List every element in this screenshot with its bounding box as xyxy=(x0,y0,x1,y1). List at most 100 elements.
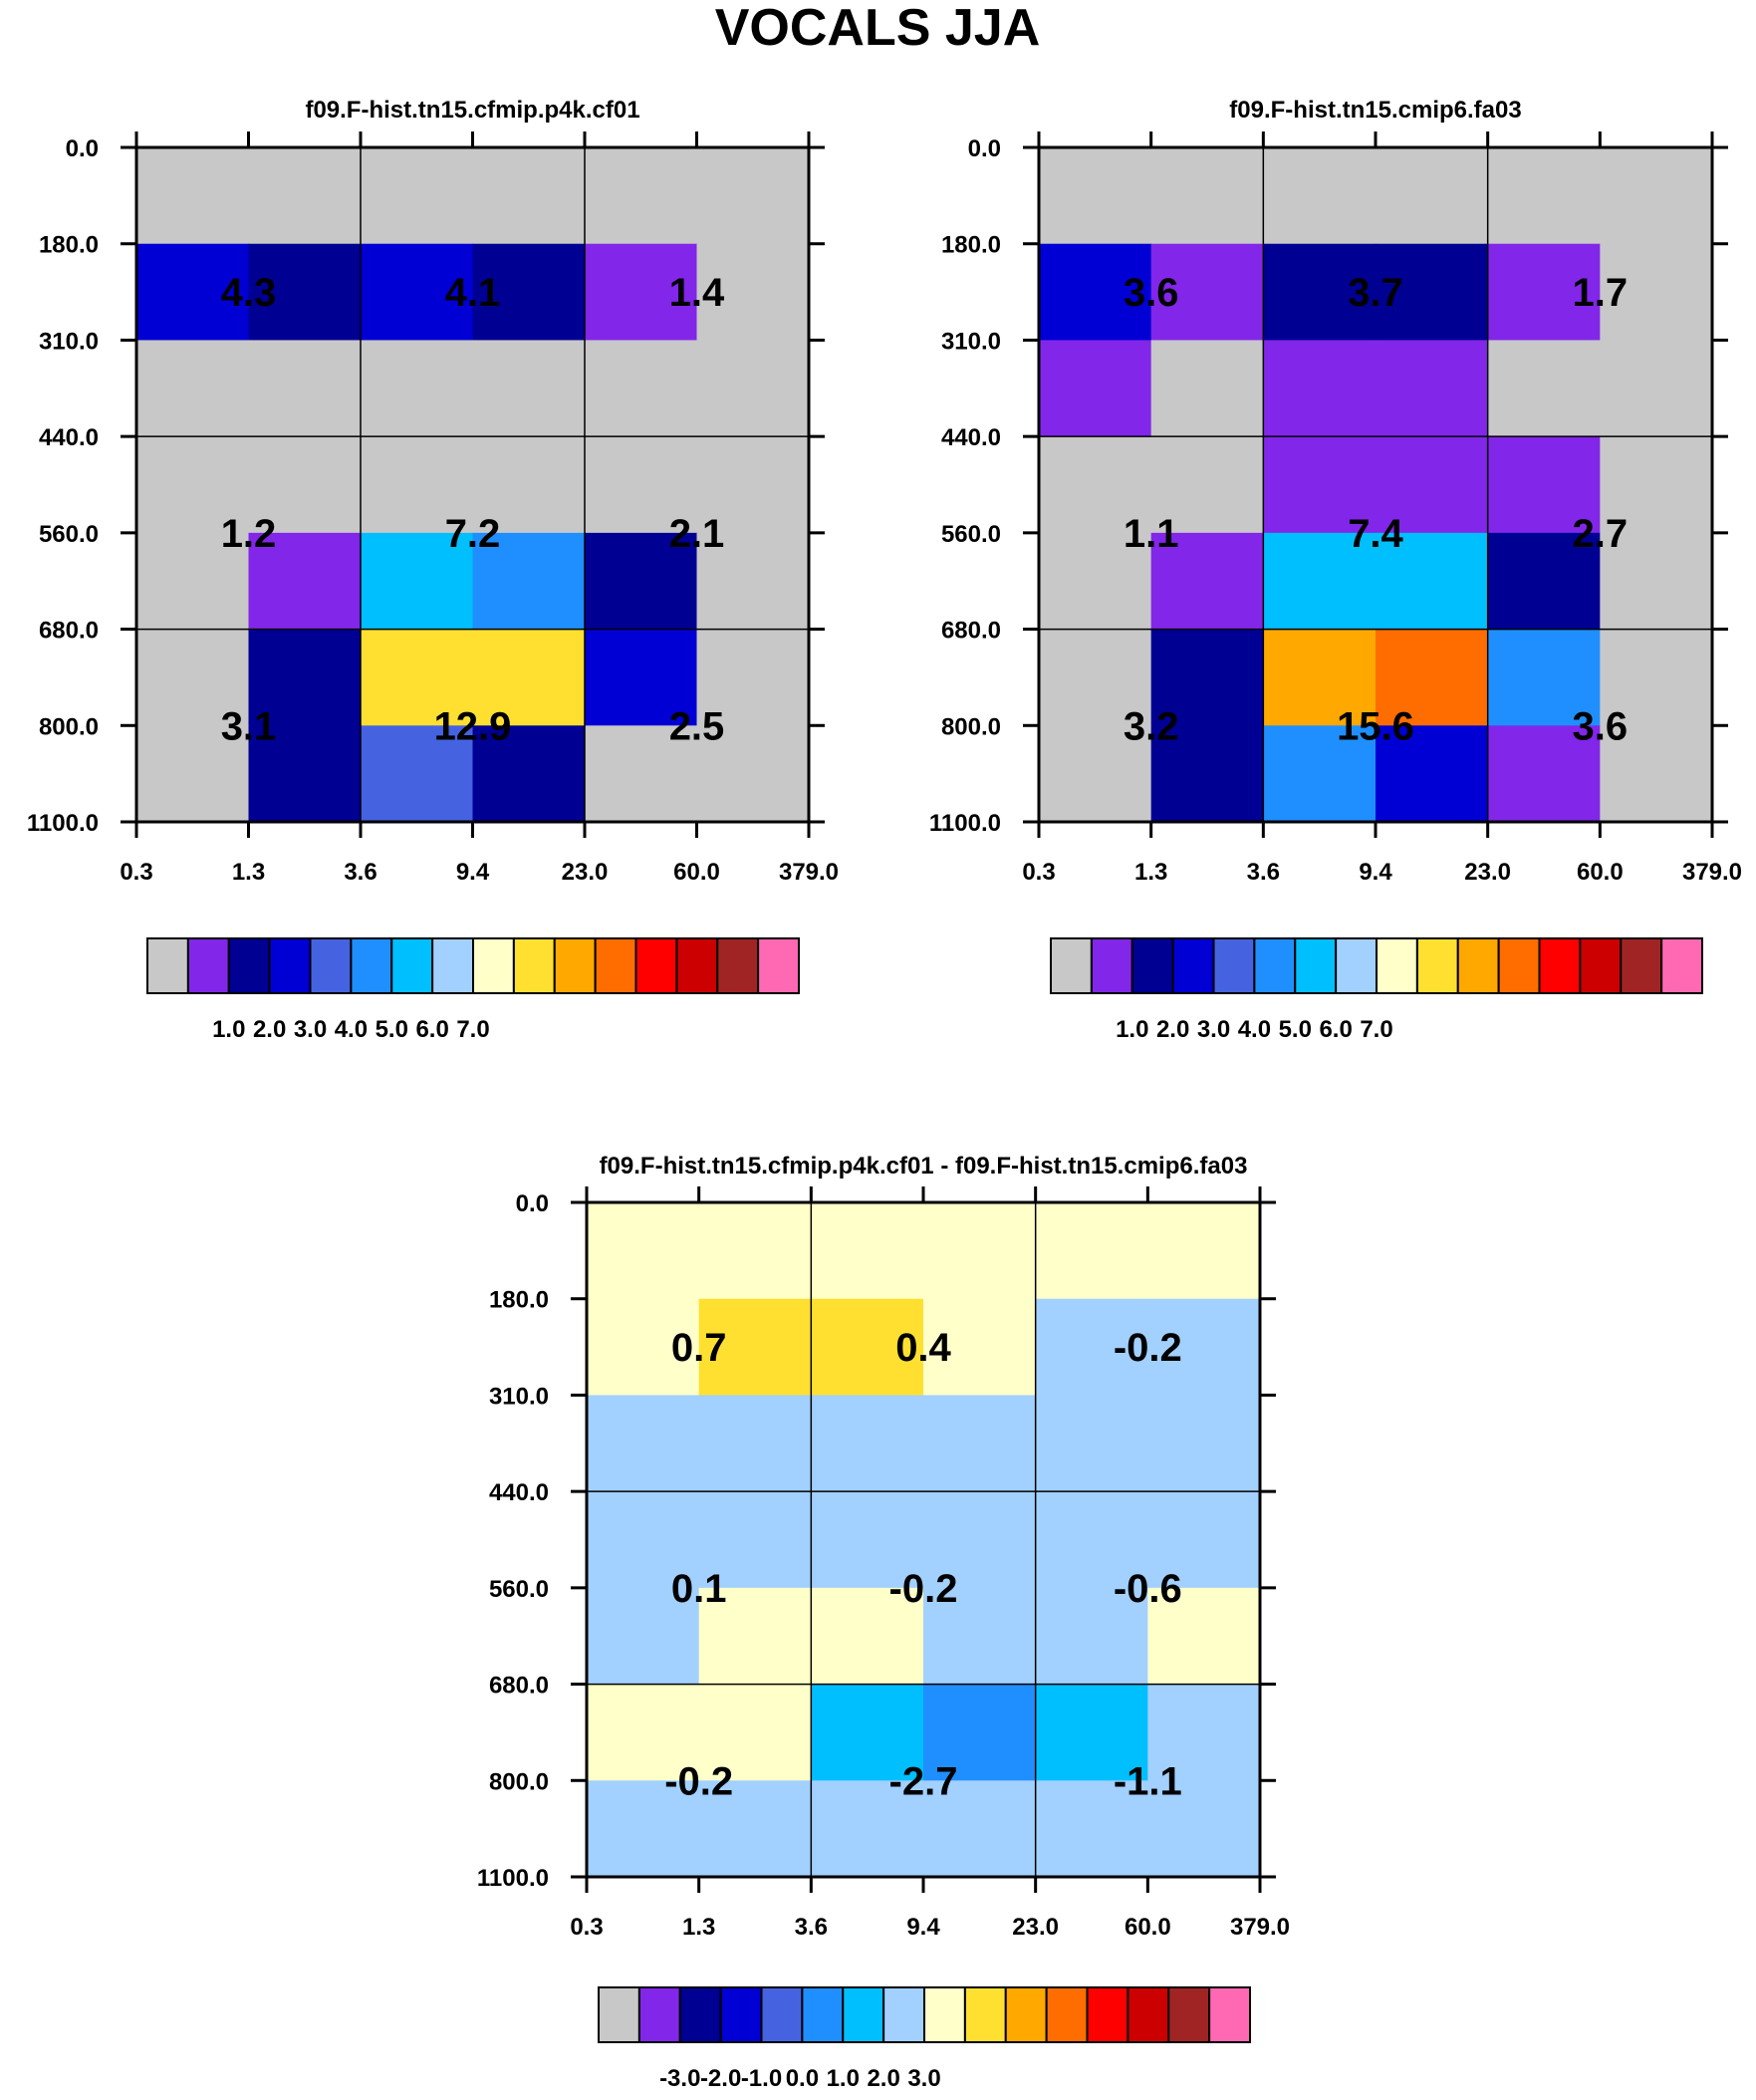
data-label: 1.7 xyxy=(1573,271,1629,315)
y-tick-label: 310.0 xyxy=(39,328,99,355)
colorbar-swatch xyxy=(1497,937,1541,994)
heatmap-cell xyxy=(587,1395,700,1492)
x-tick-label: 9.4 xyxy=(906,1914,940,1941)
panel-title: f09.F-hist.tn15.cfmip.p4k.cf01 xyxy=(305,97,639,124)
heatmap-cell xyxy=(698,1684,812,1781)
colorbar-label: -3.0 xyxy=(659,2065,700,2092)
colorbar-swatch xyxy=(553,937,597,994)
heatmap-cell xyxy=(696,532,810,631)
heatmap-cell xyxy=(361,340,474,437)
y-tick-label: 0.0 xyxy=(516,1190,549,1217)
colorbar-label: 0.0 xyxy=(786,2065,819,2092)
data-label: 1.1 xyxy=(1124,512,1179,556)
heatmap-cell xyxy=(811,1202,924,1300)
heatmap-cell xyxy=(248,243,362,342)
data-label: 3.1 xyxy=(221,704,277,748)
x-tick-label: 0.3 xyxy=(1022,859,1055,886)
colorbar-swatch xyxy=(675,937,719,994)
colorbar-label: 3.0 xyxy=(907,2065,940,2092)
data-label: 7.2 xyxy=(445,512,501,556)
heatmap-cell xyxy=(1039,629,1152,726)
x-tick-label: 9.4 xyxy=(1359,859,1392,886)
heatmap-cell xyxy=(1147,1780,1261,1878)
heatmap-cell xyxy=(1039,340,1152,437)
heatmap-cell xyxy=(923,1202,1037,1300)
y-tick-label: 560.0 xyxy=(39,521,99,548)
x-tick-label: 9.4 xyxy=(456,859,490,886)
x-tick-label: 60.0 xyxy=(1577,859,1624,886)
colorbar-swatch xyxy=(146,937,189,994)
heatmap-cell xyxy=(1487,725,1601,823)
colorbar-label: 5.0 xyxy=(376,1016,408,1043)
heatmap-cell xyxy=(248,436,362,534)
heatmap-cell xyxy=(1487,340,1601,437)
y-tick-label: 180.0 xyxy=(489,1287,549,1314)
x-tick-label: 60.0 xyxy=(673,859,720,886)
data-label: 1.2 xyxy=(221,512,277,556)
heatmap-cell xyxy=(472,340,586,437)
heatmap-cell xyxy=(1035,1684,1148,1781)
colorbar-swatch xyxy=(882,1986,926,2043)
heatmap-cell xyxy=(361,243,474,342)
x-tick-label: 23.0 xyxy=(1012,1914,1059,1941)
colorbar-swatch xyxy=(309,937,353,994)
heatmap-cell xyxy=(811,1684,924,1781)
x-tick-label: 379.0 xyxy=(1682,859,1742,886)
heatmap-cell xyxy=(811,1298,924,1397)
colorbar-swatch xyxy=(598,1986,640,2043)
y-tick-label: 310.0 xyxy=(489,1383,549,1410)
heatmap-cell xyxy=(1150,340,1264,437)
heatmap-cell xyxy=(587,1587,700,1686)
data-label: -0.6 xyxy=(1114,1567,1182,1611)
heatmap-cell xyxy=(248,725,362,823)
heatmap-cell xyxy=(585,436,698,534)
heatmap-cell xyxy=(587,1684,700,1781)
heatmap-cell xyxy=(698,1587,812,1686)
heatmap-cell xyxy=(472,147,586,245)
y-tick-label: 0.0 xyxy=(66,135,99,162)
heatmap-cell xyxy=(1035,1395,1148,1492)
heatmap-cell xyxy=(1376,340,1489,437)
data-label: 4.3 xyxy=(221,271,277,315)
colorbar-swatch xyxy=(512,937,556,994)
colorbar-swatch xyxy=(268,937,312,994)
heatmap-cell xyxy=(136,532,250,631)
heatmap-cell xyxy=(1263,340,1377,437)
data-label: 3.6 xyxy=(1573,704,1629,748)
heatmap-cell xyxy=(923,1491,1037,1589)
y-tick-label: 1100.0 xyxy=(27,810,99,837)
data-label: 2.1 xyxy=(669,512,725,556)
heatmap-cell xyxy=(1147,1491,1261,1589)
colorbar-label: 4.0 xyxy=(1238,1016,1271,1043)
heatmap-cell xyxy=(923,1298,1037,1397)
data-label: -0.2 xyxy=(664,1759,733,1803)
heatmap-cell xyxy=(1150,532,1264,631)
data-label: 0.7 xyxy=(671,1326,727,1370)
data-label: 7.4 xyxy=(1348,512,1403,556)
heatmap-cell xyxy=(361,725,474,823)
heatmap-cell xyxy=(472,436,586,534)
colorbar-swatch xyxy=(1538,937,1582,994)
x-tick-label: 23.0 xyxy=(562,859,609,886)
colorbar-label: -1.0 xyxy=(741,2065,782,2092)
heatmap-cell xyxy=(1263,436,1377,534)
heatmap-cell xyxy=(696,147,810,245)
colorbar-swatch xyxy=(1294,937,1338,994)
data-label: 15.6 xyxy=(1337,704,1414,748)
colorbar-label: 2.0 xyxy=(1156,1016,1189,1043)
heatmap-cell xyxy=(361,147,474,245)
heatmap-cell xyxy=(1376,629,1489,726)
colorbar-swatch xyxy=(1086,1986,1129,2043)
y-tick-label: 440.0 xyxy=(39,424,99,451)
heatmap-cell xyxy=(248,629,362,726)
colorbar-label: -2.0 xyxy=(700,2065,741,2092)
heatmap-cell xyxy=(1600,725,1713,823)
colorbar-label: 1.0 xyxy=(1116,1016,1148,1043)
data-label: 3.6 xyxy=(1124,271,1179,315)
colorbar-swatch xyxy=(350,937,393,994)
heatmap-cell xyxy=(1263,629,1377,726)
x-tick-label: 379.0 xyxy=(1230,1914,1290,1941)
heatmap-cell xyxy=(1487,147,1601,245)
colorbar-swatch xyxy=(1167,1986,1211,2043)
heatmap-cell xyxy=(585,243,698,342)
